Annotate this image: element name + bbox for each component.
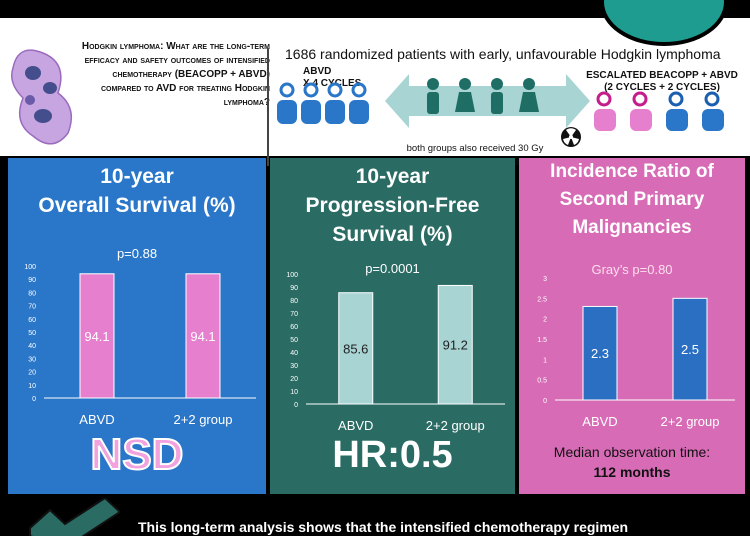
y-tick-label: 20 [290, 376, 298, 383]
median-observation-label: Median observation time: [553, 444, 711, 460]
second-malignancy-chart: 0 0.5 1 1.5 2 2.5 3 2.3 ABVD 2.5 2+2 group [537, 276, 735, 429]
category-label: 2+2 group [661, 414, 720, 429]
study-headline: 1686 randomized patients with early, unf… [285, 46, 721, 62]
y-tick-label: 30 [290, 363, 298, 370]
y-tick-label: 100 [24, 264, 36, 271]
abvd-arm-label: ABVD X 4 CYCLES [303, 66, 362, 89]
bar [582, 305, 618, 401]
nsd-label: NSD [90, 429, 185, 480]
category-label: 2+2 group [174, 412, 233, 427]
y-tick-label: 40 [290, 350, 298, 357]
y-tick-label: 100 [286, 272, 298, 279]
y-tick-label: 80 [28, 290, 36, 297]
y-tick-label: 90 [28, 277, 36, 284]
bar-value-label: 94.1 [84, 329, 109, 344]
y-tick-label: 0 [543, 398, 547, 405]
y-tick-label: 1 [543, 357, 547, 364]
y-tick-label: 60 [28, 317, 36, 324]
checkmark-icon [29, 498, 120, 536]
bar [79, 273, 115, 399]
progression-free-panel: 10-year Progression-Free Survival (%) p=… [270, 158, 515, 494]
y-tick-label: 70 [290, 311, 298, 318]
bar-value-label: 94.1 [190, 329, 215, 344]
escalated-patients-icon [594, 91, 724, 131]
randomization-arrow-icon [385, 74, 590, 128]
p-value: p=0.0001 [365, 261, 420, 276]
y-tick-label: 1.5 [537, 337, 547, 344]
bar-value-label: 91.2 [443, 338, 468, 353]
overall-survival-chart: 0 10 20 30 40 50 60 70 80 90 100 94.1 ABVD 94.1 2+2 gr… [24, 264, 256, 427]
second-malignancy-panel: Incidence Ratio of Second Primary Malign… [519, 158, 745, 494]
category-label: ABVD [79, 412, 114, 427]
y-tick-label: 70 [28, 304, 36, 311]
study-question: Hodgkin lymphoma: What are the long-term… [81, 41, 270, 108]
y-tick-label: 3 [543, 276, 547, 283]
y-tick-label: 40 [28, 343, 36, 350]
p-value: p=0.88 [116, 246, 158, 261]
p-value: Gray’s p=0.80 [591, 262, 673, 277]
y-tick-label: 80 [290, 298, 298, 305]
y-tick-label: 90 [290, 285, 298, 292]
y-tick-label: 50 [290, 337, 298, 344]
panel-title: 10-year Overall Survival (%) [38, 165, 236, 217]
study-header: Hodgkin lymphoma: What are the long-term… [0, 0, 750, 168]
y-tick-label: 60 [290, 324, 298, 331]
divider [267, 48, 269, 166]
category-label: 2+2 group [426, 418, 485, 433]
category-label: ABVD [582, 414, 617, 429]
progression-free-chart: 0 10 20 30 40 50 60 70 80 90 100 85.6 ABVD 91.2 2+2 gr… [286, 272, 505, 433]
bar [672, 297, 708, 401]
lymph-node-illustration [11, 49, 73, 145]
y-tick-label: 0 [32, 396, 36, 403]
radiation-icon [561, 127, 581, 147]
bar [338, 292, 374, 405]
overall-survival-panel: 10-year Overall Survival (%) p=0.88 0 10 2… [8, 158, 266, 494]
bar [185, 273, 221, 399]
y-tick-label: 2.5 [537, 296, 547, 303]
y-tick-label: 0 [294, 402, 298, 409]
abvd-patients-icon [277, 82, 369, 124]
conclusion-text: This long-term analysis shows that the i… [138, 519, 629, 535]
panel-title: 10-year Progression-Free Survival (%) [305, 165, 480, 246]
escalated-arm-label: ESCALATED BEACOPP + ABVD (2 CYCLES + 2 C… [586, 70, 738, 93]
y-tick-label: 30 [28, 356, 36, 363]
bar-value-label: 85.6 [343, 341, 368, 356]
y-tick-label: 10 [28, 383, 36, 390]
y-tick-label: 20 [28, 370, 36, 377]
y-tick-label: 10 [290, 389, 298, 396]
category-label: ABVD [338, 418, 373, 433]
bar-value-label: 2.5 [681, 342, 699, 357]
hazard-ratio-label: HR:0.5 [332, 434, 453, 476]
y-tick-label: 0.5 [537, 378, 547, 385]
bar-value-label: 2.3 [591, 346, 609, 361]
y-tick-label: 50 [28, 330, 36, 337]
panel-title: Incidence Ratio of Second Primary Malign… [550, 161, 714, 238]
logo-circle [600, 0, 728, 46]
y-tick-label: 2 [543, 317, 547, 324]
bar [437, 284, 473, 405]
median-observation-value: 112 months [593, 464, 671, 480]
